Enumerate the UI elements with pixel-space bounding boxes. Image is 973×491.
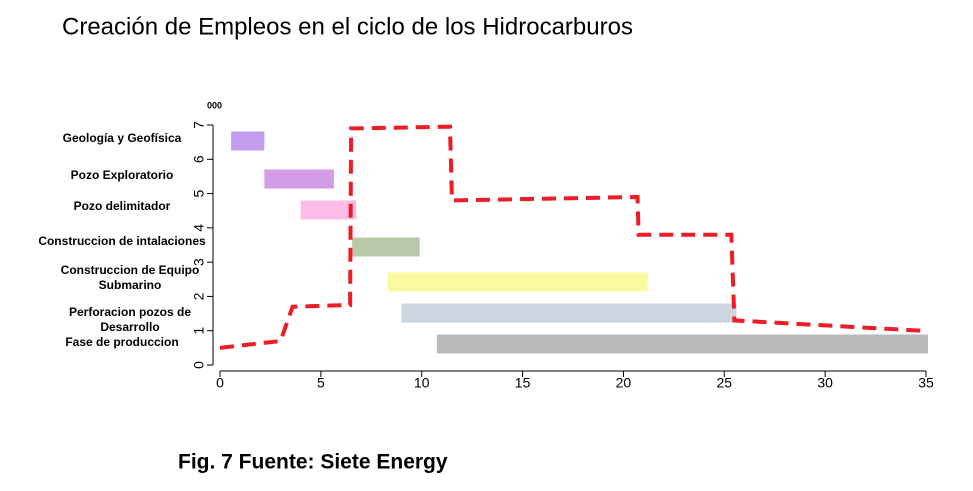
x-tick-label: 10: [414, 375, 430, 391]
phase-bar: [231, 131, 265, 151]
phase-bar: [401, 303, 737, 323]
phase-bar: [264, 169, 334, 189]
phase-bar: [352, 237, 420, 257]
category-label: Geología y Geofísica: [63, 131, 182, 145]
x-tick-label: 0: [216, 375, 224, 391]
category-label: Construccion de intalaciones: [38, 234, 206, 248]
x-tick-label: 5: [317, 375, 325, 391]
category-label: Construccion de Equipo Submarino: [61, 263, 200, 292]
y-tick-label: 0: [191, 361, 207, 369]
y-tick-label: 3: [191, 258, 207, 266]
caption: Fig. 7 Fuente: Siete Energy: [178, 451, 448, 474]
x-tick-label: 15: [515, 375, 531, 391]
x-tick-label: 20: [616, 375, 632, 391]
chart-title: Creación de Empleos en el ciclo de los H…: [62, 13, 633, 40]
y-tick-label: 1: [191, 327, 207, 335]
y-tick-label: 2: [191, 292, 207, 300]
category-label: Pozo Exploratorio: [71, 168, 174, 182]
y-tick-label: 6: [191, 155, 207, 163]
x-tick-label: 30: [817, 375, 833, 391]
category-label: Pozo delimitador: [74, 199, 171, 213]
y-tick-label: 4: [191, 224, 207, 232]
category-label: Fase de produccion: [65, 335, 178, 349]
phase-bar: [387, 272, 648, 292]
y-tick-label: 5: [191, 189, 207, 197]
phase-bar: [436, 334, 929, 354]
y-axis-label: 000: [207, 100, 222, 110]
y-tick-label: 7: [191, 121, 207, 129]
category-label: Perforacion pozos de Desarrollo: [69, 305, 191, 334]
employment-line: [219, 124, 923, 350]
x-tick-label: 35: [918, 375, 934, 391]
x-tick-label: 25: [716, 375, 732, 391]
phase-bar: [300, 200, 357, 220]
